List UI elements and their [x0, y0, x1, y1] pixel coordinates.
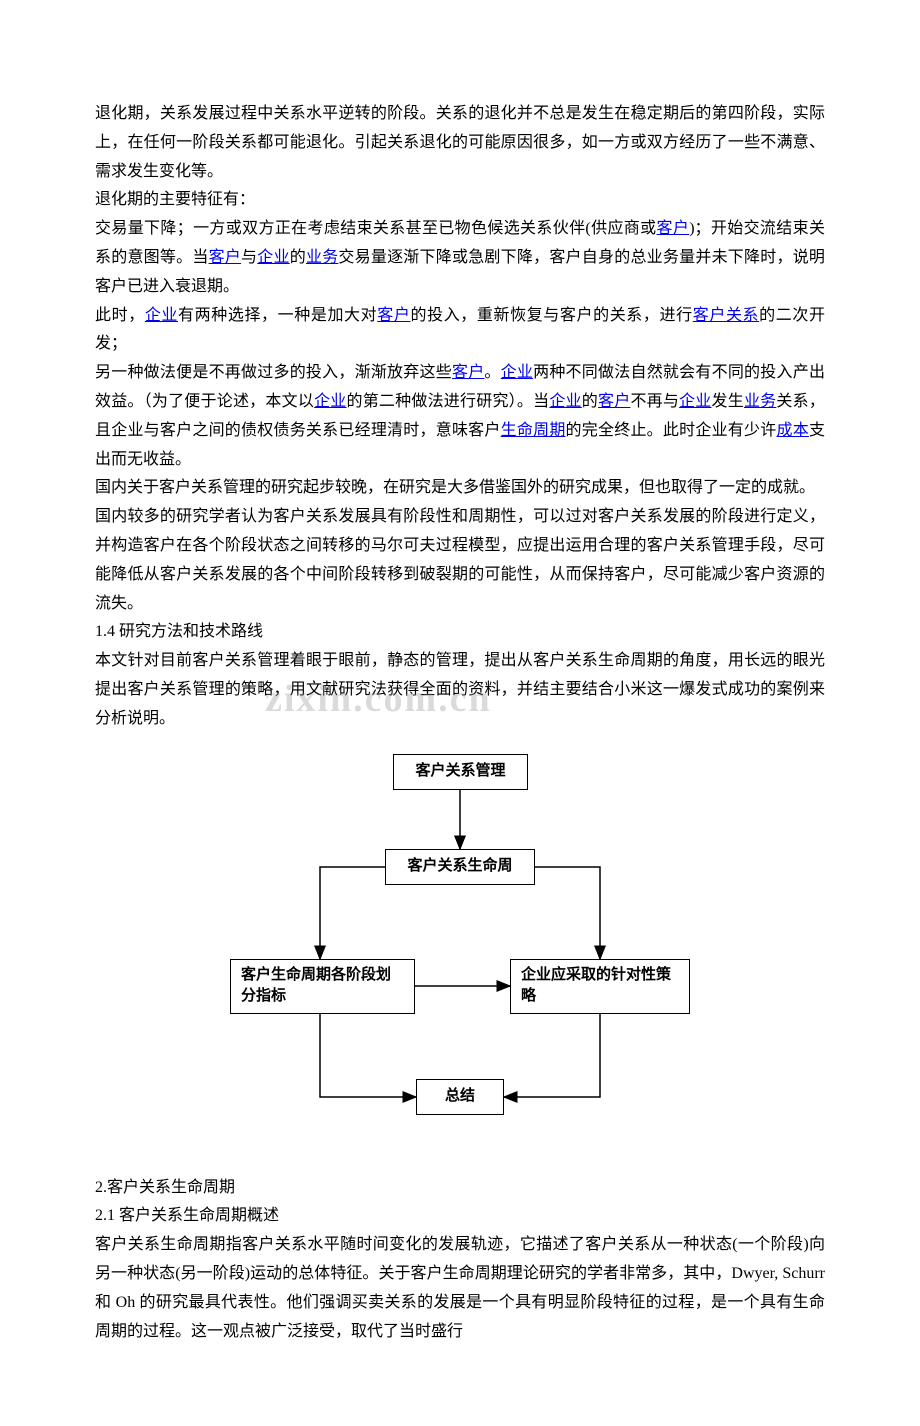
text: 的 [582, 393, 598, 410]
text: 的完全终止。此时企业有少许 [566, 422, 777, 439]
node-label: 企业应采取的针对性策略 [521, 965, 679, 1007]
text: 的投入，重新恢复与客户的关系，进行 [410, 307, 692, 324]
link-customer[interactable]: 客户 [452, 364, 484, 381]
flowchart: 客户关系管理 客户关系生命周 客户生命周期各阶段划分指标 企业应采取的针对性策略… [95, 754, 825, 1144]
node-label: 客户关系管理 [415, 761, 505, 782]
link-business[interactable]: 业务 [744, 393, 776, 410]
paragraph: 退化期的主要特征有： [95, 186, 825, 215]
link-cost[interactable]: 成本 [776, 422, 808, 439]
link-customer[interactable]: 客户 [377, 307, 410, 324]
paragraph: 客户关系生命周期指客户关系水平随时间变化的发展轨迹，它描述了客户关系从一种状态(… [95, 1231, 825, 1346]
node-label: 客户生命周期各阶段划分指标 [241, 965, 404, 1007]
text: 不再与 [630, 393, 679, 410]
flowchart-node-crm: 客户关系管理 [393, 754, 528, 790]
flowchart-node-strategy: 企业应采取的针对性策略 [510, 959, 690, 1014]
page-content: 退化期，关系发展过程中关系水平逆转的阶段。关系的退化并不总是发生在稳定期后的第四… [0, 0, 920, 1426]
flowchart-node-lifecycle: 客户关系生命周 [385, 849, 535, 885]
link-enterprise[interactable]: 企业 [257, 249, 289, 266]
link-enterprise[interactable]: 企业 [549, 393, 581, 410]
paragraph: 交易量下降；一方或双方正在考虑结束关系甚至已物色候选关系伙伴(供应商或客户)；开… [95, 215, 825, 301]
link-enterprise[interactable]: 企业 [501, 364, 533, 381]
link-customer[interactable]: 客户 [209, 249, 241, 266]
flowchart-node-summary: 总结 [416, 1079, 504, 1115]
text: 的 [290, 249, 306, 266]
text: 交易量下降；一方或双方正在考虑结束关系甚至已物色候选关系伙伴(供应商或 [95, 220, 657, 237]
section-heading: 2.1 客户关系生命周期概述 [95, 1202, 825, 1231]
link-enterprise[interactable]: 企业 [679, 393, 711, 410]
link-customer[interactable]: 客户 [598, 393, 630, 410]
text: 。 [484, 364, 500, 381]
paragraph: 国内关于客户关系管理的研究起步较晚，在研究是大多借鉴国外的研究成果，但也取得了一… [95, 474, 825, 503]
text: 发生 [712, 393, 744, 410]
node-label: 总结 [445, 1086, 475, 1107]
paragraph: 另一种做法便是不再做过多的投入，渐渐放弃这些客户。企业两种不同做法自然就会有不同… [95, 359, 825, 474]
text: 另一种做法便是不再做过多的投入，渐渐放弃这些 [95, 364, 452, 381]
link-customer[interactable]: 客户 [657, 220, 690, 237]
link-crm[interactable]: 客户关系 [693, 307, 759, 324]
text: 的第二种做法进行研究）。当 [347, 393, 550, 410]
paragraph: 退化期，关系发展过程中关系水平逆转的阶段。关系的退化并不总是发生在稳定期后的第四… [95, 100, 825, 186]
paragraph: 此时，企业有两种选择，一种是加大对客户的投入，重新恢复与客户的关系，进行客户关系… [95, 302, 825, 360]
text: 与 [241, 249, 257, 266]
paragraph: 本文针对目前客户关系管理着眼于眼前，静态的管理，提出从客户关系生命周期的角度，用… [95, 647, 825, 733]
section-heading: 1.4 研究方法和技术路线 [95, 618, 825, 647]
link-enterprise[interactable]: 企业 [145, 307, 178, 324]
text: 此时， [95, 307, 145, 324]
link-lifecycle[interactable]: 生命周期 [501, 422, 566, 439]
flowchart-node-stages: 客户生命周期各阶段划分指标 [230, 959, 415, 1014]
text: 有两种选择，一种是加大对 [178, 307, 377, 324]
paragraph: 国内较多的研究学者认为客户关系发展具有阶段性和周期性，可以过对客户关系发展的阶段… [95, 503, 825, 618]
link-enterprise[interactable]: 企业 [314, 393, 346, 410]
link-business[interactable]: 业务 [306, 249, 338, 266]
node-label: 客户关系生命周 [407, 856, 512, 877]
section-heading: 2.客户关系生命周期 [95, 1174, 825, 1203]
